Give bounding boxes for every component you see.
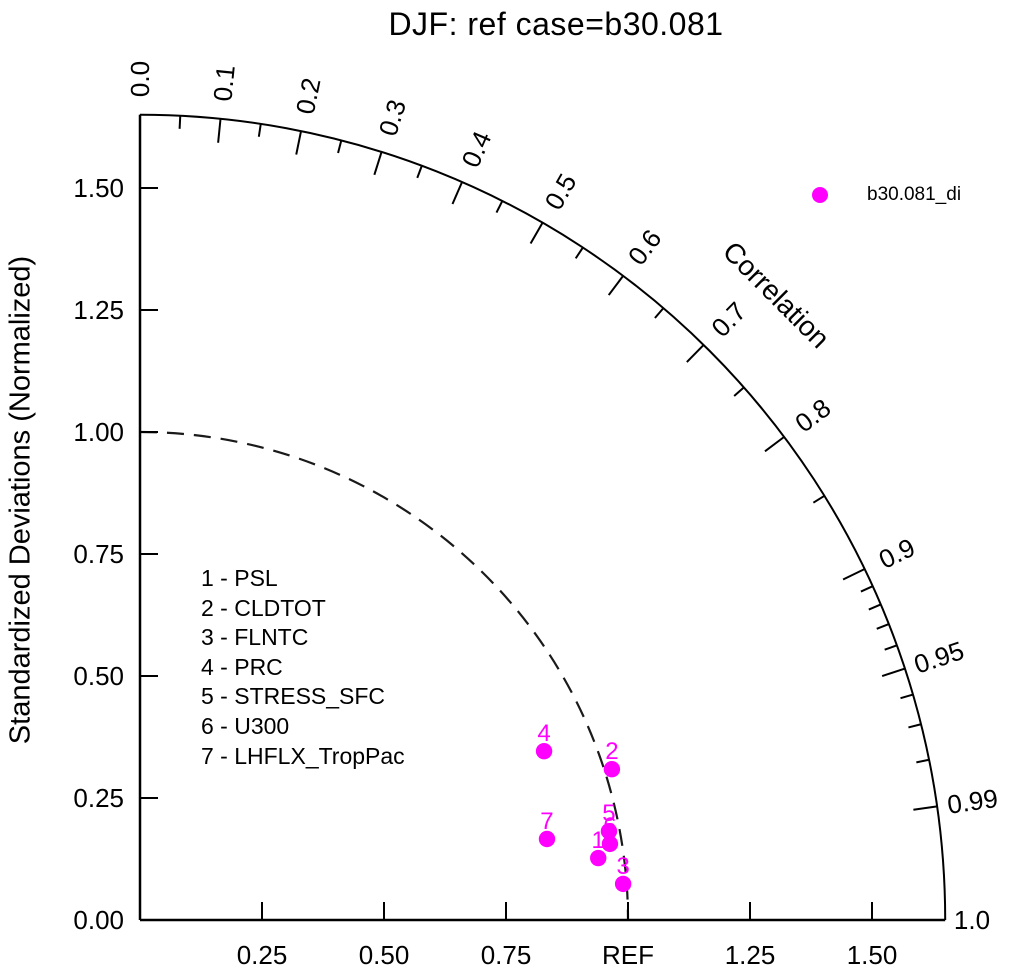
- variable-key-item: 1 - PSL: [201, 565, 278, 591]
- correlation-tick: [842, 568, 866, 581]
- correlation-tick: [654, 307, 665, 319]
- data-point-label-LHFLX_TropPac: 7: [540, 808, 553, 835]
- y-axis-tick-label: 1.25: [73, 295, 124, 325]
- correlation-tick: [733, 386, 745, 397]
- x-axis-tick-label: 1.50: [847, 940, 898, 970]
- correlation-tick: [860, 585, 874, 593]
- variable-key-item: 2 - CLDTOT: [201, 594, 326, 621]
- correlation-tick: [257, 123, 262, 137]
- correlation-tick: [868, 603, 882, 611]
- y-axis-tick-label: 1.00: [73, 417, 124, 447]
- correlation-axis-title: Correlation: [717, 235, 836, 354]
- chart-title: DJF: ref case=b30.081: [388, 6, 724, 42]
- correlation-tick-label: 0.0: [125, 61, 155, 97]
- correlation-tick: [913, 805, 938, 811]
- y-axis-title: Standardized Deviations (Normalized): [4, 255, 37, 745]
- correlation-tick: [908, 723, 922, 729]
- y-axis-tick-label: 1.50: [73, 173, 124, 203]
- data-point-CLDTOT: [603, 761, 621, 778]
- correlation-tick: [607, 275, 624, 296]
- correlation-tick: [178, 115, 182, 129]
- correlation-tick-label: 0.1: [207, 64, 240, 103]
- data-point-FLNTC: [614, 875, 632, 893]
- data-point-STRESS_SFC: [600, 822, 618, 840]
- data-point-label-PRC: 4: [537, 720, 550, 747]
- data-point-PRC: [535, 742, 553, 760]
- correlation-tick: [812, 494, 825, 504]
- correlation-tick-label: 0.7: [705, 296, 752, 343]
- correlation-tick: [686, 344, 705, 363]
- correlation-tick-label: 0.4: [455, 127, 497, 172]
- variable-key-item: 7 - LHFLX_TropPac: [201, 742, 405, 769]
- variable-key-item: 5 - STRESS_SFC: [201, 683, 386, 710]
- correlation-tick-label: 1.0: [954, 905, 990, 935]
- correlation-tick: [217, 118, 222, 143]
- x-axis-tick-label: REF: [602, 940, 654, 970]
- x-axis-tick-label: 0.75: [481, 940, 532, 970]
- variable-key-item: 4 - PRC: [201, 653, 283, 680]
- correlation-tick-label: 0.5: [538, 169, 582, 215]
- correlation-tick-label: 0.2: [290, 75, 327, 116]
- correlation-arc: [139, 113, 947, 921]
- correlation-tick: [574, 246, 584, 259]
- correlation-tick-label: 0.9: [874, 532, 920, 575]
- data-point-label-U300: 6: [603, 813, 616, 840]
- correlation-tick: [373, 151, 383, 176]
- data-point-label-FLNTC: 3: [616, 853, 629, 880]
- x-axis-tick-label: 0.25: [237, 940, 288, 970]
- variable-key-item: 3 - FLNTC: [201, 624, 309, 651]
- correlation-tick: [884, 644, 898, 651]
- reference-arc: [139, 430, 630, 921]
- data-point-PSL: [590, 849, 607, 867]
- correlation-tick-label: 0.99: [945, 783, 999, 820]
- correlation-tick-label: 0.6: [622, 224, 668, 271]
- x-axis-tick-label: 0.50: [359, 940, 410, 970]
- y-axis-tick-label: 0.25: [73, 783, 124, 813]
- correlation-tick: [881, 667, 906, 678]
- data-point-label-CLDTOT: 2: [605, 738, 618, 765]
- data-point-U300: [601, 835, 619, 853]
- correlation-tick: [916, 758, 930, 764]
- correlation-tick: [495, 200, 504, 213]
- correlation-tick: [416, 165, 423, 179]
- legend-marker-icon: [812, 187, 828, 203]
- correlation-tick-label: 0.3: [373, 96, 412, 139]
- correlation-tick: [876, 623, 890, 630]
- correlation-tick: [529, 222, 544, 244]
- legend-label: b30.081_di: [867, 184, 962, 205]
- correlation-tick-label: 0.8: [789, 393, 836, 439]
- correlation-tick: [764, 436, 785, 453]
- variable-key: 1 - PSL 2 - CLDTOT 3 - FLNTC 4 - PRC 5 -…: [201, 564, 405, 771]
- y-axis-tick-label: 0.75: [73, 539, 124, 569]
- correlation-tick: [900, 693, 914, 700]
- data-point-label-STRESS_SFC: 5: [602, 800, 615, 827]
- legend: b30.081_di: [812, 184, 961, 206]
- correlation-tick: [451, 181, 463, 205]
- variable-key-item: 6 - U300: [201, 712, 290, 739]
- correlation-tick: [295, 130, 303, 155]
- correlation-tick: [337, 140, 343, 154]
- y-axis-tick-label: 0.00: [73, 905, 124, 935]
- y-axis-tick-label: 0.50: [73, 661, 124, 691]
- correlation-tick-label: 0.95: [910, 635, 967, 679]
- data-point-LHFLX_TropPac: [538, 830, 556, 848]
- x-axis-tick-label: 1.25: [725, 940, 776, 970]
